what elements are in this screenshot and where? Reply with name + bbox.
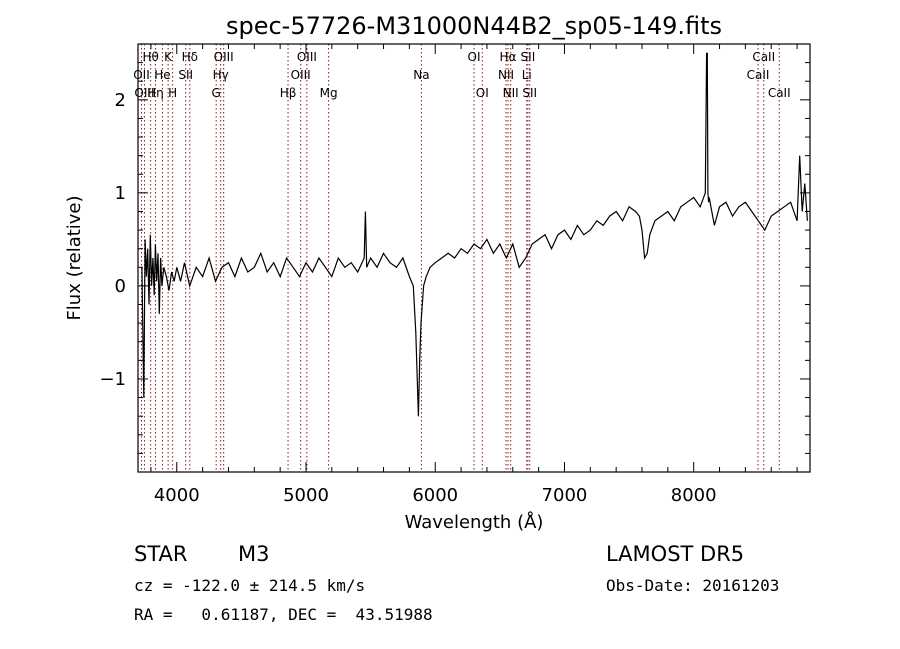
line-label-15: Mg [320,86,338,100]
observation-date: Obs-Date: 20161203 [606,576,779,595]
line-label-27: CaII [768,86,791,100]
ra-dec-coordinates: RA = 0.61187, DEC = 43.51988 [134,605,433,624]
line-label-18: OI [476,86,489,100]
line-label-3: Hη [147,86,164,100]
line-label-26: CaII [747,68,770,82]
line-label-14: OIII [291,68,311,82]
line-label-4: He [154,68,170,82]
x-tick-label-1: 5000 [283,485,329,506]
line-label-11: G [212,86,221,100]
line-label-24: SII [522,86,537,100]
line-label-19: Hα [500,50,517,64]
line-label-12: Hβ [280,86,297,100]
x-tick-label-0: 4000 [154,485,200,506]
x-axis-ticks: 4000 5000 6000 7000 8000 [150,44,798,506]
chart-title: spec-57726-M31000N44B2_sp05-149.fits [226,12,722,40]
spectral-line-markers [140,44,780,472]
line-label-6: H [168,86,177,100]
y-tick-label-1: 0 [115,276,126,297]
line-label-0: Hθ [142,50,158,64]
object-class: STAR [134,542,187,566]
line-label-25: CaII [752,50,775,64]
y-tick-label-2: 1 [115,183,126,204]
y-tick-label-3: 2 [115,90,126,111]
line-label-1: OII [133,68,150,82]
x-tick-label-2: 6000 [412,485,458,506]
line-label-10: Hγ [213,68,229,82]
survey-name: LAMOST DR5 [606,542,744,566]
line-label-17: OI [468,50,481,64]
y-axis-label: Flux (relative) [64,195,85,320]
y-tick-label-0: −1 [99,369,126,390]
line-label-13: OIII [297,50,317,64]
line-label-21: NII [503,86,519,100]
x-axis-label: Wavelength (Å) [405,511,544,533]
redshift-cz: cz = -122.0 ± 214.5 km/s [134,576,365,595]
line-label-16: Na [413,68,429,82]
line-label-22: SII [521,50,536,64]
spectrum-series-line [141,52,808,417]
plot-frame [137,43,811,473]
x-tick-label-3: 7000 [542,485,588,506]
line-label-23: Li [522,68,532,82]
object-subclass: M3 [238,542,269,566]
x-tick-label-4: 8000 [671,485,717,506]
line-label-8: SII [178,68,193,82]
y-axis-ticks: −1 0 1 2 [99,62,810,454]
line-label-2: OIII [134,86,154,100]
line-label-5: K [164,50,173,64]
line-label-7: Hδ [182,50,198,64]
line-label-20: NII [498,68,514,82]
line-label-9: OIII [214,50,234,64]
